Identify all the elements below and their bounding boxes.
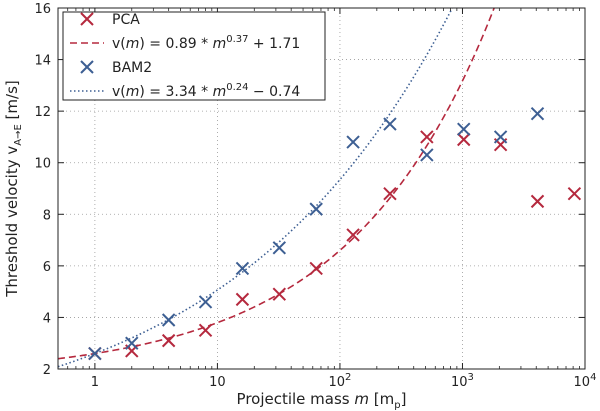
bam2-data-point (383, 117, 397, 131)
bam2-data-point (161, 313, 176, 327)
x-tick-label: 1 (91, 375, 99, 390)
x-tick-label: 104 (574, 372, 597, 390)
x-axis-label: Projectile mass m [mp] (237, 390, 407, 411)
bam2-fit-curve (57, 7, 453, 368)
pca-data-point (235, 292, 250, 307)
pca-data-point (530, 194, 545, 209)
bam2-data-point (420, 148, 434, 162)
legend-marker (80, 60, 94, 74)
y-axis-label: Threshold velocity vA→E [m/s] (3, 80, 24, 297)
axis-ticks: 1 10 102 103 104 2 4 6 8 10 12 14 16 (34, 2, 596, 390)
y-tick-label: 6 (43, 260, 51, 275)
pca-data-point (309, 261, 323, 276)
y-tick-label: 12 (34, 105, 51, 120)
pca-data-point (161, 333, 176, 348)
legend-label: v(m) = 3.34 * m0.24 − 0.74 (112, 82, 300, 100)
plot-frame (57, 7, 586, 370)
x-tick-label: 10 (209, 375, 226, 390)
bam2-data-point (88, 346, 102, 361)
y-tick-label: 16 (34, 2, 51, 17)
legend-box (62, 11, 326, 101)
legend-label: BAM2 (112, 60, 152, 76)
x-tick-label: 103 (451, 372, 474, 390)
pca-data-point (346, 228, 360, 242)
bam2-data-point (457, 122, 471, 136)
pca-data-point (198, 323, 213, 338)
legend-label: v(m) = 0.89 * m0.37 + 1.71 (112, 34, 300, 52)
bam2-data-point (272, 241, 287, 255)
legend-label: PCA (112, 12, 140, 28)
y-tick-label: 8 (43, 208, 51, 223)
bam2-data-point (346, 135, 360, 149)
pca-data-point (272, 287, 287, 301)
y-tick-label: 14 (34, 54, 51, 69)
y-tick-label: 10 (34, 157, 51, 172)
legend: PCA v(m) = 0.89 * m0.37 + 1.71 BAM2 v(m) = … (62, 11, 326, 101)
pca-data-point (420, 130, 434, 144)
bam2-data-point (530, 107, 545, 121)
y-tick-label: 2 (43, 363, 51, 378)
pca-data-point (383, 186, 397, 201)
pca-fit-curve (57, 7, 495, 360)
x-tick-label: 102 (328, 372, 351, 390)
pca-data-point (457, 132, 471, 147)
bam2-data-point (309, 202, 323, 216)
bam2-data-point (493, 130, 508, 144)
data-points (88, 107, 582, 361)
legend-marker (80, 12, 94, 26)
y-tick-label: 4 (43, 311, 51, 326)
bam2-data-point (198, 295, 213, 309)
bam2-data-point (235, 261, 250, 276)
bam2-data-point (125, 336, 139, 350)
pca-data-point (567, 186, 582, 201)
fit-curves (57, 7, 495, 368)
